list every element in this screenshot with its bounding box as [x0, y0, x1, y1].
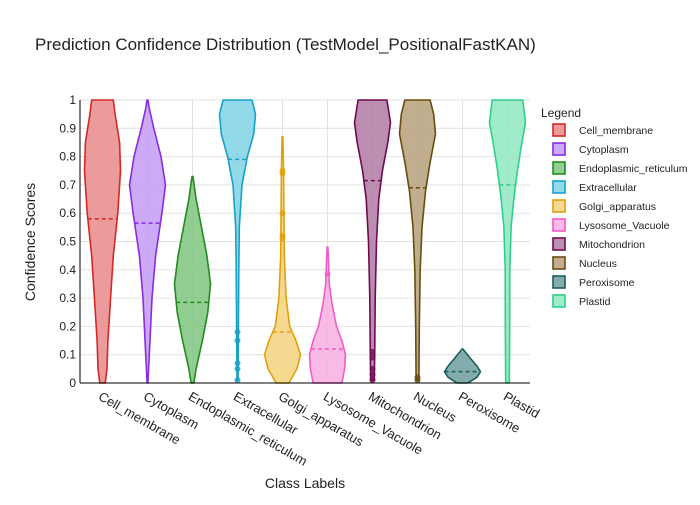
outlier-point — [234, 377, 241, 384]
legend-item: Endoplasmic_reticulum — [552, 161, 688, 175]
x-axis: Cell_membraneCytoplasmEndoplasmic_reticu… — [80, 382, 542, 469]
y-tick-label: 0.1 — [59, 348, 76, 362]
legend-item: Golgi_apparatus — [552, 199, 656, 213]
violin-peroxisome — [443, 348, 482, 384]
y-tick-label: 0.2 — [59, 319, 76, 333]
violin-body — [218, 99, 257, 382]
outlier-point — [234, 337, 241, 344]
legend-swatch — [552, 275, 566, 289]
y-tick-label: 0.4 — [59, 263, 76, 277]
legend-label: Endoplasmic_reticulum — [579, 163, 688, 175]
outlier-point — [279, 210, 286, 217]
outlier-point — [234, 360, 241, 367]
legend-swatch — [552, 256, 566, 270]
legend-item: Cytoplasm — [552, 142, 629, 156]
outlier-point — [234, 365, 241, 372]
legend-item: Nucleus — [552, 256, 617, 270]
outlier-point — [279, 232, 286, 239]
violin-nucleus — [398, 99, 437, 384]
legend-title: Legend — [541, 106, 581, 120]
violin-lysosome-vacuole — [308, 246, 347, 384]
legend-label: Lysosome_Vacuole — [579, 220, 670, 232]
violin-cytoplasm — [128, 99, 167, 384]
outlier-point — [369, 365, 376, 372]
y-tick-label: 0.6 — [59, 206, 76, 220]
y-tick-label: 0 — [69, 376, 76, 390]
violin-body — [173, 175, 212, 384]
y-tick-label: 1 — [69, 93, 76, 107]
legend-swatch — [552, 218, 566, 232]
y-tick-label: 0.8 — [59, 150, 76, 164]
violin-extracellular — [218, 99, 257, 384]
outlier-point — [279, 167, 286, 174]
legend-label: Cytoplasm — [579, 144, 629, 156]
violin-plastid — [488, 99, 527, 384]
violin-body — [398, 99, 437, 382]
x-axis-label: Class Labels — [265, 475, 345, 491]
legend-swatch — [552, 142, 566, 156]
legend-label: Cell_membrane — [579, 125, 653, 137]
legend-item: Lysosome_Vacuole — [552, 218, 670, 232]
legend-swatch — [552, 199, 566, 213]
outlier-point — [369, 371, 376, 378]
chart-title: Prediction Confidence Distribution (Test… — [35, 35, 536, 54]
violin-body — [443, 348, 482, 384]
legend-label: Nucleus — [579, 258, 617, 270]
legend-swatch — [552, 123, 566, 137]
violin-body — [263, 136, 302, 384]
legend-item: Cell_membrane — [552, 123, 653, 137]
outlier-point — [234, 329, 241, 336]
violin-body — [488, 99, 527, 384]
legend-label: Plastid — [579, 296, 611, 308]
legend-item: Plastid — [552, 294, 611, 308]
y-tick-label: 0.9 — [59, 121, 76, 135]
legend-label: Extracellular — [579, 182, 637, 194]
y-tick-label: 0.3 — [59, 291, 76, 305]
outlier-point — [369, 377, 376, 384]
violin-body — [353, 99, 392, 382]
y-tick-label: 0.5 — [59, 235, 76, 249]
violin-body — [128, 99, 167, 384]
violin-group — [83, 99, 527, 384]
violin-endoplasmic-reticulum — [173, 175, 212, 384]
legend-swatch — [552, 294, 566, 308]
violin-body — [308, 246, 347, 384]
violin-body — [83, 99, 122, 384]
legend-item: Peroxisome — [552, 275, 635, 289]
y-axis-label: Confidence Scores — [22, 183, 38, 301]
outlier-point — [414, 374, 421, 381]
legend-item: Extracellular — [552, 180, 637, 194]
legend-label: Golgi_apparatus — [579, 201, 656, 213]
legend-label: Mitochondrion — [579, 239, 645, 251]
y-tick-label: 0.7 — [59, 178, 76, 192]
outlier-point — [369, 354, 376, 361]
legend-swatch — [552, 180, 566, 194]
legend-label: Peroxisome — [579, 277, 635, 289]
legend: Legend Cell_membrane Cytoplasm Endoplasmic… — [541, 106, 688, 308]
violin-cell-membrane — [83, 99, 122, 384]
outlier-point — [324, 271, 331, 278]
legend-swatch — [552, 237, 566, 251]
violin-golgi-apparatus — [263, 136, 302, 384]
violin-mitochondrion — [353, 99, 392, 384]
outlier-point — [369, 348, 376, 355]
y-axis: 0 0.1 0.2 0.3 0.4 0.5 0.6 0.7 0.8 0.9 1 — [59, 93, 81, 390]
legend-item: Mitochondrion — [552, 237, 645, 251]
legend-swatch — [552, 161, 566, 175]
